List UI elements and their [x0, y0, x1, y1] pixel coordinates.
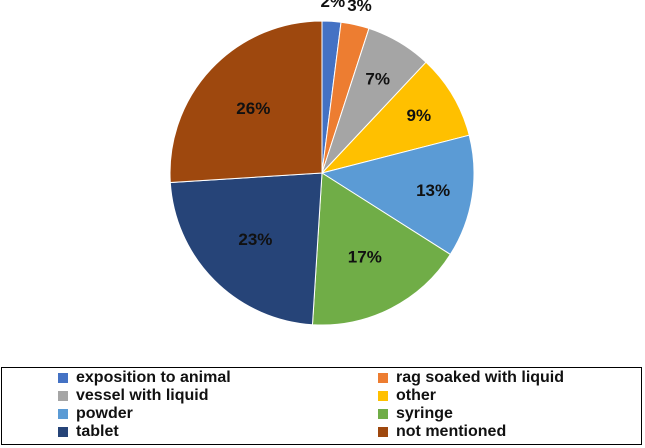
- legend-swatch: [378, 391, 388, 401]
- data-label-syringe: 17%: [348, 248, 382, 267]
- legend-swatch: [58, 391, 68, 401]
- pie-slice-tablet: [169, 172, 323, 326]
- legend-item-exposition-to-animal: exposition to animal: [58, 369, 231, 387]
- legend-label: rag soaked with liquid: [396, 369, 565, 386]
- data-label-powder: 13%: [416, 181, 450, 200]
- pie-chart: 2% 3% 7% 9% 13% 17% 23% 26%: [169, 0, 475, 326]
- legend-label: tablet: [76, 423, 119, 440]
- legend-swatch: [58, 427, 68, 437]
- data-label-tablet: 23%: [238, 230, 272, 249]
- legend-item-not-mentioned: not mentioned: [378, 423, 506, 441]
- legend-swatch: [378, 373, 388, 383]
- legend: exposition to animal rag soaked with liqu…: [1, 367, 642, 445]
- data-label-rag-soaked-with-liquid: 3%: [347, 0, 372, 15]
- legend-item-other: other: [378, 387, 436, 405]
- legend-item-vessel-with-liquid: vessel with liquid: [58, 387, 208, 405]
- data-label-other: 9%: [407, 106, 432, 125]
- legend-label: syringe: [396, 405, 453, 422]
- data-label-exposition-to-animal: 2%: [321, 0, 346, 11]
- legend-label: other: [396, 387, 436, 404]
- legend-item-powder: powder: [58, 405, 133, 423]
- data-label-vessel-with-liquid: 7%: [365, 69, 390, 88]
- data-label-not-mentioned: 26%: [236, 99, 270, 118]
- legend-swatch: [378, 409, 388, 419]
- legend-label: vessel with liquid: [76, 387, 209, 404]
- legend-swatch: [58, 409, 68, 419]
- legend-label: powder: [76, 405, 133, 422]
- pie-data-labels: 2% 3% 7% 9% 13% 17% 23% 26%: [236, 0, 450, 267]
- pie-slices: [169, 20, 475, 326]
- legend-item-tablet: tablet: [58, 423, 119, 441]
- legend-item-syringe: syringe: [378, 405, 453, 423]
- legend-swatch: [58, 373, 68, 383]
- legend-swatch: [378, 427, 388, 437]
- pie-slice-syringe: [311, 172, 452, 326]
- pie-slice-other: [320, 61, 470, 174]
- legend-label: not mentioned: [396, 423, 507, 440]
- legend-item-rag-soaked-with-liquid: rag soaked with liquid: [378, 369, 564, 387]
- pie-slice-not-mentioned: [169, 20, 323, 184]
- pie-slice-powder: [320, 134, 475, 256]
- legend-label: exposition to animal: [76, 369, 231, 386]
